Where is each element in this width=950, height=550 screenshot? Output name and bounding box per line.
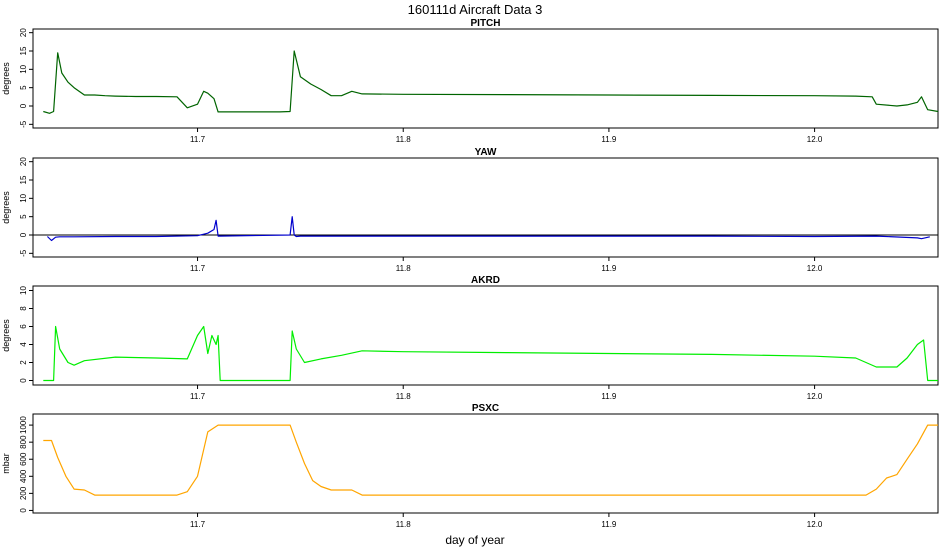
panel-title-yaw: YAW <box>475 147 497 158</box>
y-tick-label-psxc: 0 <box>19 508 28 513</box>
x-tick-label-psxc: 12.0 <box>807 520 823 529</box>
y-tick-label-pitch: 15 <box>19 46 28 55</box>
y-tick-label-psxc: 400 <box>19 469 28 483</box>
x-tick-label-pitch: 12.0 <box>807 135 823 144</box>
y-tick-label-pitch: 20 <box>19 28 28 37</box>
y-tick-label-akrd: 2 <box>19 360 28 365</box>
x-tick-label-pitch: 11.7 <box>190 135 206 144</box>
panel-frame-pitch <box>32 28 939 129</box>
panel-frame-psxc <box>32 413 939 514</box>
y-tick-label-psxc: 1000 <box>19 416 28 434</box>
panel-frame-yaw <box>32 157 939 258</box>
y-tick-label-yaw: 20 <box>19 157 28 166</box>
y-axis-label-psxc: mbar <box>1 453 11 474</box>
x-tick-label-akrd: 11.8 <box>396 392 412 401</box>
panel-title-psxc: PSXC <box>472 403 499 414</box>
y-tick-label-pitch: 0 <box>19 103 28 108</box>
y-axis-label-akrd: degrees <box>1 319 11 352</box>
series-line-yaw <box>46 216 930 242</box>
x-axis-label: day of year <box>445 533 504 547</box>
panel-akrd: AKRD degrees 0 2 4 6 8 10 11.7 11.8 11.9 12.0 <box>1 275 939 401</box>
y-tick-label-yaw: 0 <box>19 232 28 237</box>
x-tick-label-yaw: 11.9 <box>601 264 617 273</box>
panel-title-pitch: PITCH <box>471 18 501 29</box>
x-tick-label-akrd: 12.0 <box>807 392 823 401</box>
x-tick-label-pitch: 11.9 <box>601 135 617 144</box>
x-tick-label-psxc: 11.7 <box>190 520 206 529</box>
x-tick-label-pitch: 11.8 <box>396 135 412 144</box>
series-line-pitch <box>43 50 939 114</box>
y-axis-label-pitch: degrees <box>1 62 11 95</box>
panel-title-akrd: AKRD <box>471 275 500 286</box>
y-tick-label-akrd: 10 <box>19 286 28 295</box>
y-tick-label-yaw: 10 <box>19 193 28 202</box>
y-tick-label-psxc: 200 <box>19 486 28 500</box>
x-tick-label-psxc: 11.9 <box>601 520 617 529</box>
panel-pitch: PITCH degrees -5 0 5 10 15 20 11.7 11.8 11.9 12.0 <box>1 18 939 144</box>
x-tick-label-akrd: 11.7 <box>190 392 206 401</box>
x-tick-label-psxc: 11.8 <box>396 520 412 529</box>
y-tick-label-akrd: 0 <box>19 378 28 383</box>
y-tick-label-yaw: -5 <box>19 249 28 257</box>
y-tick-label-akrd: 4 <box>19 342 28 347</box>
figure-title: 160111d Aircraft Data 3 <box>408 2 543 17</box>
y-tick-label-akrd: 6 <box>19 324 28 329</box>
y-axis-label-yaw: degrees <box>1 191 11 224</box>
y-tick-label-akrd: 8 <box>19 306 28 311</box>
series-line-psxc <box>43 424 938 496</box>
y-tick-label-yaw: 15 <box>19 175 28 184</box>
x-tick-label-akrd: 11.9 <box>601 392 617 401</box>
y-tick-label-yaw: 5 <box>19 214 28 219</box>
x-tick-label-yaw: 11.7 <box>190 264 206 273</box>
x-tick-label-yaw: 12.0 <box>807 264 823 273</box>
series-line-akrd <box>43 325 938 382</box>
panel-frame-akrd <box>32 285 939 386</box>
y-tick-label-pitch: -5 <box>19 120 28 128</box>
y-tick-label-psxc: 800 <box>19 435 28 449</box>
y-tick-label-pitch: 5 <box>19 85 28 90</box>
panel-yaw: YAW degrees -5 0 5 10 15 20 11.7 11.8 11.9 12.0 <box>1 147 939 273</box>
y-tick-label-psxc: 600 <box>19 452 28 466</box>
y-tick-label-pitch: 10 <box>19 64 28 73</box>
x-tick-label-yaw: 11.8 <box>396 264 412 273</box>
